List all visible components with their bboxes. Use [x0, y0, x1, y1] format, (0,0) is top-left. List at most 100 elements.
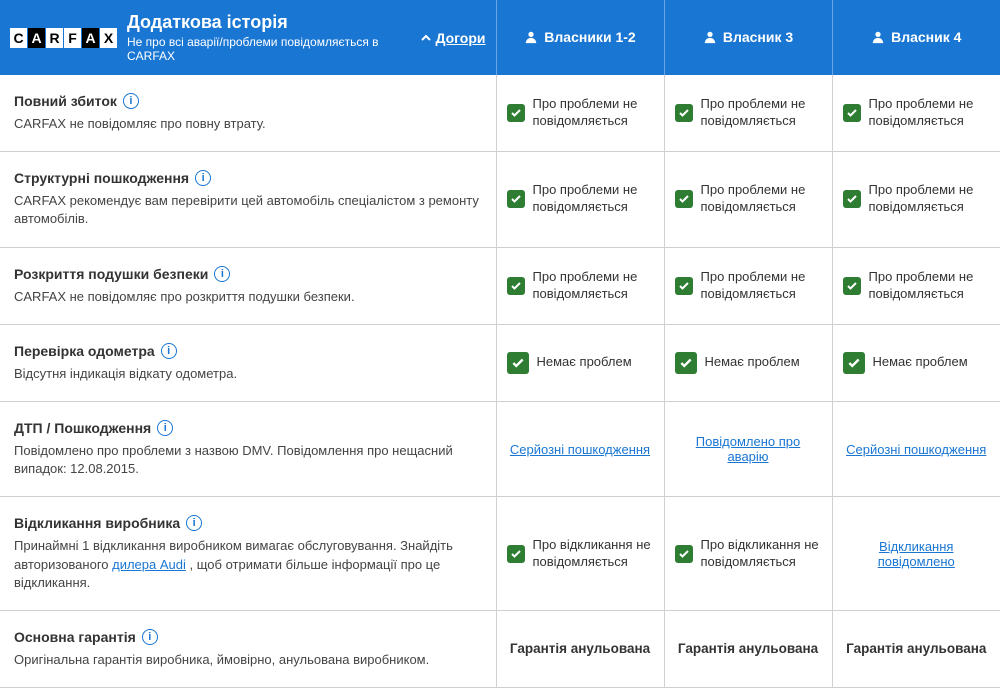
- table-row: ДТП / Пошкодження i Повідомлено про пробл…: [0, 401, 1000, 496]
- logo-letter: X: [100, 28, 117, 48]
- row-title: Розкриття подушки безпеки: [14, 266, 208, 282]
- owner-header-3: Власник 4: [871, 29, 961, 45]
- info-icon[interactable]: i: [123, 93, 139, 109]
- info-icon[interactable]: i: [214, 266, 230, 282]
- logo-letter: C: [10, 28, 27, 48]
- collapse-link[interactable]: Догори: [421, 30, 485, 46]
- recall-link[interactable]: Відкликання повідомлено: [843, 539, 991, 569]
- status-cell: Немає проблем: [843, 352, 991, 374]
- status-cell: Про відкликання не повідомляється: [675, 537, 822, 571]
- check-icon: [843, 190, 861, 208]
- history-table: C A R F A X Додаткова історія Не про всі…: [0, 0, 1000, 688]
- owner-label: Власник 3: [723, 29, 793, 45]
- table-row: Повний збиток i CARFAX не повідомляє про …: [0, 75, 1000, 152]
- table-row: Основна гарантія i Оригінальна гарантія в…: [0, 610, 1000, 687]
- check-icon: [675, 352, 697, 374]
- check-icon: [675, 545, 693, 563]
- person-icon: [524, 30, 538, 44]
- owner-header-1: Власники 1-2: [524, 29, 635, 45]
- row-description: Відсутня індикація відкату одометра.: [14, 365, 482, 383]
- table-row: Перевірка одометра i Відсутня індикація в…: [0, 324, 1000, 401]
- info-icon[interactable]: i: [195, 170, 211, 186]
- check-icon: [843, 352, 865, 374]
- info-icon[interactable]: i: [157, 420, 173, 436]
- status-cell: Про проблеми не повідомляється: [507, 269, 654, 303]
- info-icon[interactable]: i: [161, 343, 177, 359]
- check-icon: [843, 277, 861, 295]
- check-icon: [843, 104, 861, 122]
- status-text: Про проблеми не повідомляється: [533, 269, 654, 303]
- row-description: CARFAX рекомендує вам перевірити цей авт…: [14, 192, 482, 228]
- status-cell: Про проблеми не повідомляється: [675, 182, 822, 216]
- chevron-up-icon: [421, 33, 431, 43]
- owner-label: Власники 1-2: [544, 29, 635, 45]
- table-row: Структурні пошкодження i CARFAX рекоменду…: [0, 152, 1000, 247]
- status-text: Немає проблем: [705, 354, 800, 371]
- check-icon: [675, 190, 693, 208]
- check-icon: [507, 352, 529, 374]
- owner-label: Власник 4: [891, 29, 961, 45]
- info-icon[interactable]: i: [186, 515, 202, 531]
- logo-letter: A: [28, 28, 45, 48]
- logo-letter: R: [46, 28, 63, 48]
- status-text: Немає проблем: [537, 354, 632, 371]
- table-row: Відкликання виробника i Принаймні 1 відкл…: [0, 497, 1000, 611]
- warranty-text: Гарантія анульована: [507, 641, 654, 656]
- logo-letter: A: [82, 28, 99, 48]
- status-cell: Про проблеми не повідомляється: [675, 269, 822, 303]
- collapse-label: Догори: [435, 30, 485, 46]
- status-cell: Про проблеми не повідомляється: [843, 269, 991, 303]
- status-text: Про проблеми не повідомляється: [869, 96, 991, 130]
- status-text: Про проблеми не повідомляється: [533, 182, 654, 216]
- row-title: Відкликання виробника: [14, 515, 180, 531]
- table-row: Розкриття подушки безпеки i CARFAX не пов…: [0, 247, 1000, 324]
- status-cell: Немає проблем: [675, 352, 822, 374]
- status-cell: Про проблеми не повідомляється: [507, 96, 654, 130]
- carfax-logo: C A R F A X: [10, 28, 117, 48]
- status-cell: Про відкликання не повідомляється: [507, 537, 654, 571]
- status-cell: Про проблеми не повідомляється: [843, 96, 991, 130]
- status-text: Про проблеми не повідомляється: [701, 182, 822, 216]
- dealer-link[interactable]: дилера Audi: [112, 557, 186, 572]
- status-text: Про проблеми не повідомляється: [869, 182, 991, 216]
- check-icon: [675, 104, 693, 122]
- check-icon: [507, 277, 525, 295]
- status-cell: Про проблеми не повідомляється: [843, 182, 991, 216]
- status-cell: Про проблеми не повідомляється: [675, 96, 822, 130]
- row-description: Оригінальна гарантія виробника, ймовірно…: [14, 651, 482, 669]
- check-icon: [675, 277, 693, 295]
- damage-link[interactable]: Серйозні пошкодження: [507, 442, 654, 457]
- section-title: Додаткова історія: [127, 12, 421, 33]
- logo-letter: F: [64, 28, 81, 48]
- person-icon: [871, 30, 885, 44]
- warranty-text: Гарантія анульована: [675, 641, 822, 656]
- damage-link[interactable]: Серйозні пошкодження: [843, 442, 991, 457]
- status-text: Про відкликання не повідомляється: [701, 537, 822, 571]
- status-text: Про проблеми не повідомляється: [533, 96, 654, 130]
- row-description: CARFAX не повідомляє про розкриття подуш…: [14, 288, 482, 306]
- status-cell: Про проблеми не повідомляється: [507, 182, 654, 216]
- section-subtitle: Не про всі аварії/проблеми повідомляєтьс…: [127, 35, 421, 63]
- status-text: Про відкликання не повідомляється: [533, 537, 654, 571]
- status-text: Немає проблем: [873, 354, 968, 371]
- info-icon[interactable]: i: [142, 629, 158, 645]
- row-description: Повідомлено про проблеми з назвою DMV. П…: [14, 442, 482, 478]
- check-icon: [507, 104, 525, 122]
- check-icon: [507, 545, 525, 563]
- row-title: ДТП / Пошкодження: [14, 420, 151, 436]
- check-icon: [507, 190, 525, 208]
- status-text: Про проблеми не повідомляється: [869, 269, 991, 303]
- row-description: Принаймні 1 відкликання виробником вимаг…: [14, 537, 482, 592]
- status-cell: Немає проблем: [507, 352, 654, 374]
- warranty-text: Гарантія анульована: [843, 641, 991, 656]
- person-icon: [703, 30, 717, 44]
- row-title: Структурні пошкодження: [14, 170, 189, 186]
- accident-link[interactable]: Повідомлено про аварію: [675, 434, 822, 464]
- row-description: CARFAX не повідомляє про повну втрату.: [14, 115, 482, 133]
- owner-header-2: Власник 3: [703, 29, 793, 45]
- table-header-row: C A R F A X Додаткова історія Не про всі…: [0, 0, 1000, 75]
- row-title: Основна гарантія: [14, 629, 136, 645]
- row-title: Повний збиток: [14, 93, 117, 109]
- row-title: Перевірка одометра: [14, 343, 155, 359]
- status-text: Про проблеми не повідомляється: [701, 96, 822, 130]
